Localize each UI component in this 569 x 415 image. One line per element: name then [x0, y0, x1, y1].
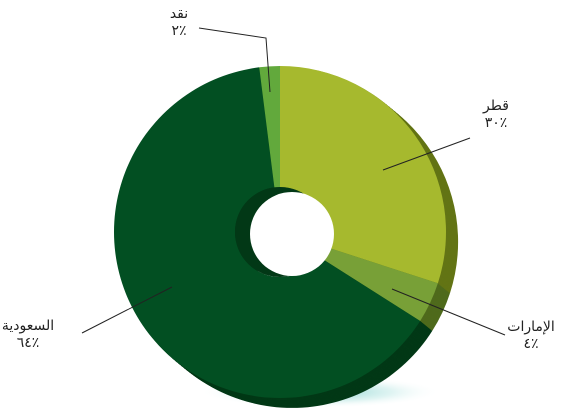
donut-label-layer: قطر٪٣٠ الإمارات٪٤ السعودية٪٦٤ نقد٪٢ [2, 6, 555, 352]
leader-line-uae [391, 288, 506, 336]
value-cash: ٪٢ [171, 23, 186, 39]
label-saudi: السعودية [2, 318, 54, 334]
value-saudi: ٪٦٤ [17, 335, 40, 351]
label-qatar: قطر [482, 98, 509, 114]
leader-line-cash [198, 27, 271, 93]
donut-top-layer [114, 66, 447, 399]
slice-qatar [280, 66, 447, 284]
slice-cash [259, 66, 280, 188]
leader-line-saudi [81, 286, 173, 334]
label-cash: نقد [170, 6, 188, 22]
label-uae: الإمارات [507, 319, 554, 335]
value-uae: ٪٤ [523, 336, 538, 352]
slice-uae [317, 245, 438, 321]
slice-saudi [114, 67, 421, 399]
donut-hole [250, 192, 334, 276]
value-qatar: ٪٣٠ [485, 115, 508, 131]
donut-hole-layer [235, 187, 334, 277]
leader-line-qatar [382, 137, 471, 171]
